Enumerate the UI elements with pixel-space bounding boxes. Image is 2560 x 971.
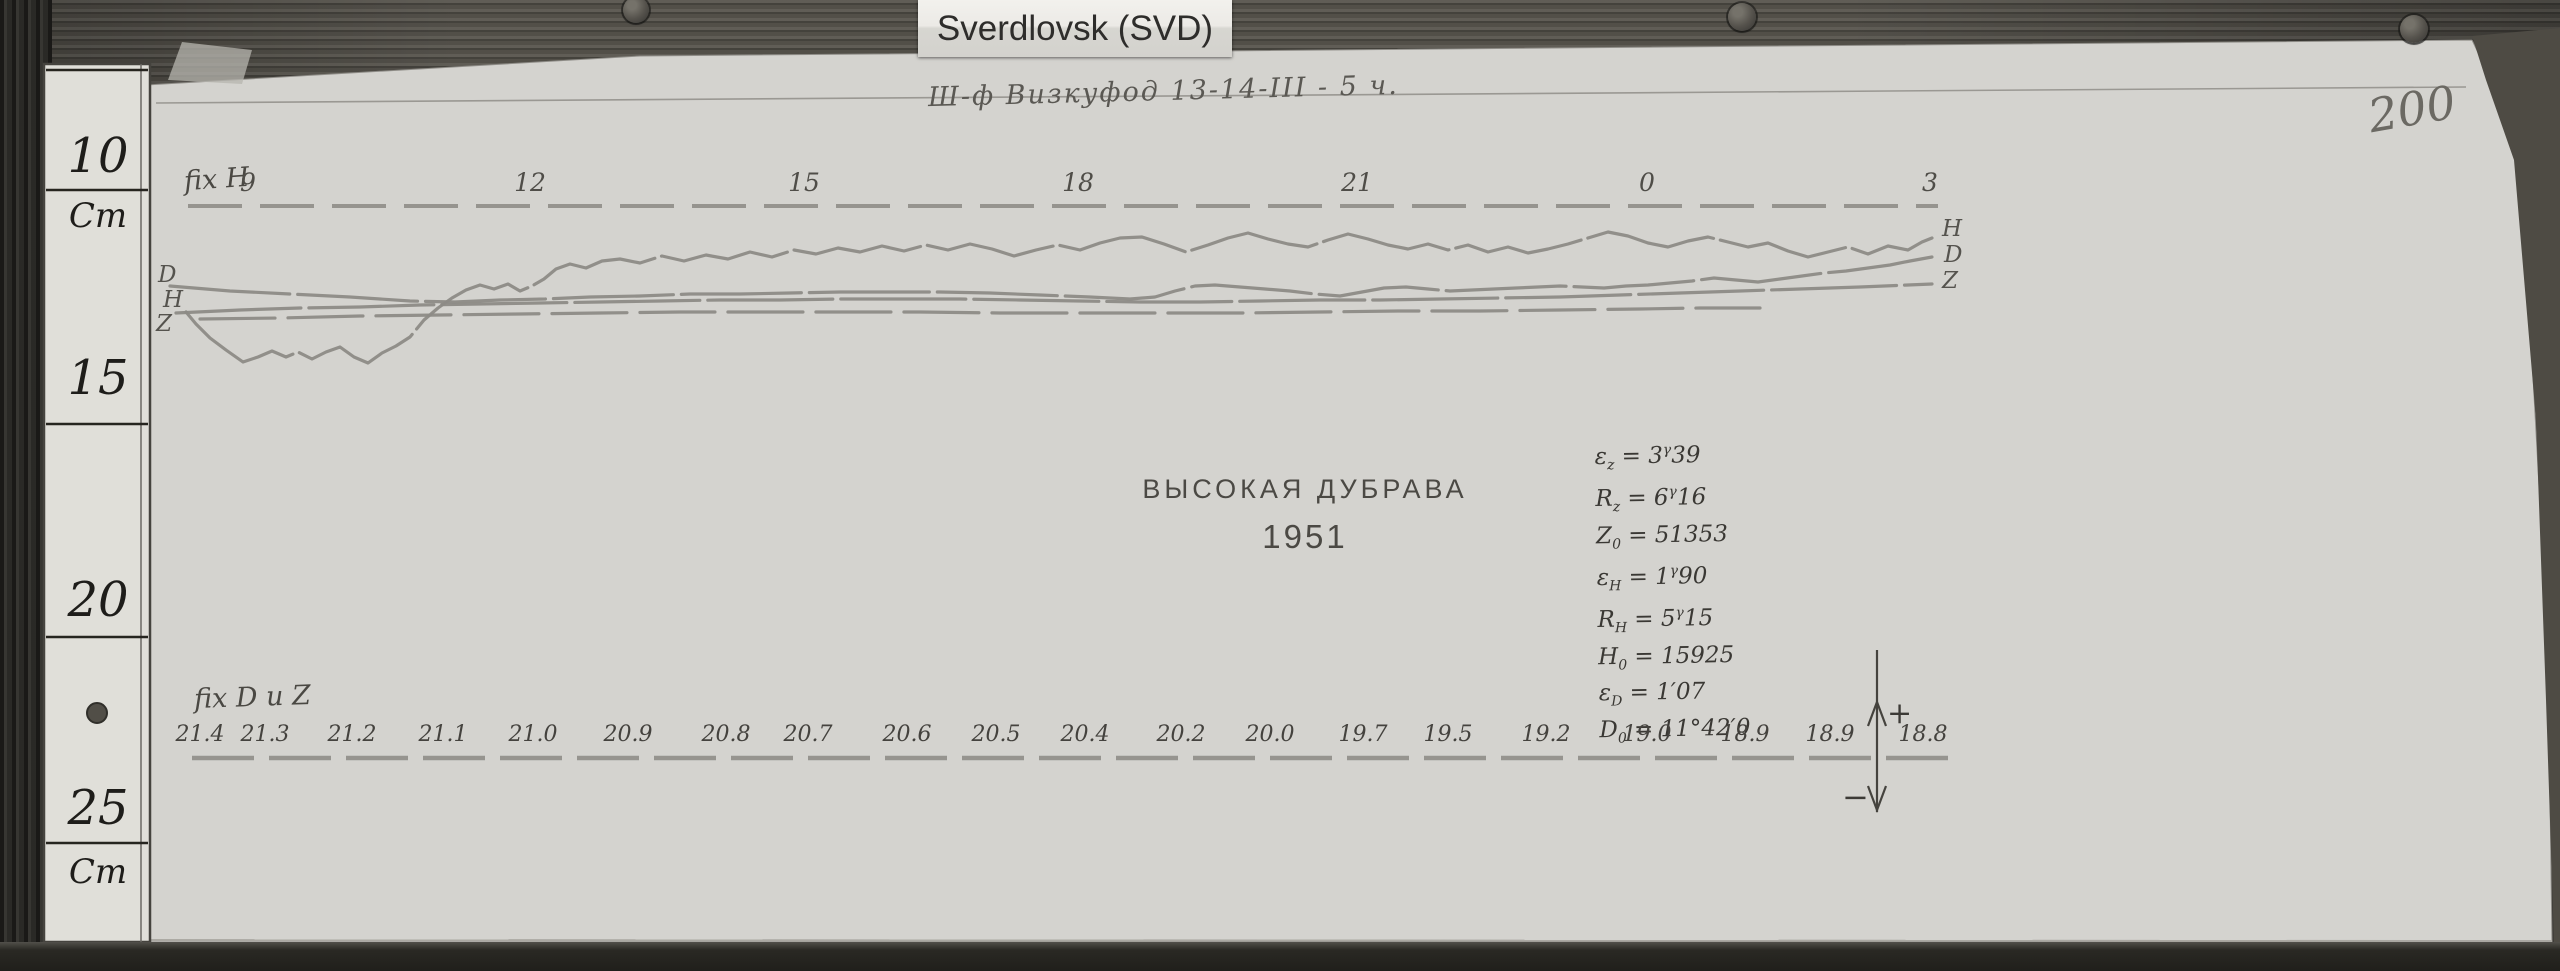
hour-label-9: 9 (240, 168, 256, 197)
fix-value-label: 20.5 (971, 722, 1021, 747)
fix-value-label: 21.0 (508, 722, 558, 747)
station-year: 1951 (1262, 518, 1348, 555)
hour-label-15: 15 (788, 168, 820, 197)
fix-value-label: 19.7 (1338, 722, 1388, 747)
fix-value-label: 21.4 (175, 722, 225, 747)
fix-value-label: 20.9 (603, 722, 653, 747)
trace-label-right-D: D (1944, 242, 1963, 268)
trace-label-right-H: H (1942, 216, 1963, 242)
trace-label-left-D: D (158, 262, 177, 288)
fix-value-label: 18.9 (1805, 722, 1855, 747)
calibration-line: εz = 3γ39 (1594, 442, 1701, 474)
fix-value-label: 18.8 (1898, 722, 1948, 747)
polarity-plus-sign: + (1887, 696, 1913, 731)
fix-value-label: 18.9 (1720, 722, 1770, 747)
fix-value-label: 20.4 (1060, 722, 1110, 747)
trace-D (168, 255, 1934, 304)
fix-value-label: 19.2 (1521, 722, 1571, 747)
hour-label-0: 0 (1639, 168, 1655, 197)
calibration-line: εD = 1′07 (1598, 678, 1706, 710)
fix-value-label: 21.2 (327, 722, 377, 747)
ruler-mark-25: 25 (67, 780, 129, 836)
screw-icon (2400, 15, 2428, 43)
hour-label-21: 21 (1341, 168, 1373, 197)
trace-base (198, 306, 1762, 321)
hour-label-3: 3 (1922, 168, 1938, 197)
fix-value-label: 21.1 (418, 722, 468, 747)
polarity-minus-sign: − (1842, 778, 1869, 816)
station-tag: Sverdlovsk (SVD) (918, 0, 1232, 57)
hour-label-18: 18 (1062, 168, 1094, 197)
ruler-mark-10: 10 (67, 128, 129, 184)
calibration-line: εH = 1γ90 (1596, 562, 1708, 595)
fix-value-label: 20.8 (701, 722, 751, 747)
ruler-mark-20: 20 (67, 572, 129, 628)
station-name: ВЫСОКАЯ ДУБРАВА (1142, 474, 1468, 504)
fix-value-label: 20.0 (1245, 722, 1295, 747)
screw-icon (623, 0, 649, 23)
calibration-line: Rz = 6γ16 (1595, 484, 1707, 516)
handwritten-inscription: Ш-ф Визкуфод 13-14-ІІІ - 5 ч. (927, 69, 1400, 114)
fix-value-label: 21.3 (240, 722, 290, 747)
calibration-values-block: εz = 3γ39 Rz = 6γ16 Z0 = 51353 εH = 1γ90 RH … (1594, 435, 1751, 753)
hour-label-12: 12 (514, 168, 546, 197)
fix-value-label: 20.7 (783, 722, 833, 747)
trace-H (184, 230, 1934, 365)
ruler-mark-Cm: Cm (68, 852, 128, 892)
fix-dz-scale-label: fix D и Z (193, 679, 312, 716)
fix-value-label: 20.6 (882, 722, 932, 747)
wood-table-bottom-band (0, 942, 2560, 971)
sheet-number: 200 (2363, 74, 2460, 144)
fix-value-label: 20.2 (1156, 722, 1206, 747)
station-tag-label: Sverdlovsk (SVD) (936, 8, 1214, 48)
calibration-line: Z0 = 51353 (1595, 520, 1729, 553)
ruler-mark-15: 15 (67, 350, 129, 406)
trace-Z (174, 282, 1934, 315)
calibration-line: H0 = 15925 (1597, 641, 1735, 674)
screw-icon (1728, 3, 1756, 31)
trace-label-right-Z: Z (1942, 268, 1958, 294)
trace-label-left-H: H (163, 287, 184, 313)
trace-label-left-Z: Z (156, 311, 172, 337)
fix-value-label: 19.0 (1622, 722, 1672, 747)
ruler-mark-Cm: Cm (68, 196, 128, 236)
calibration-line: RH = 5γ15 (1597, 605, 1714, 637)
fix-value-label: 19.5 (1423, 722, 1473, 747)
